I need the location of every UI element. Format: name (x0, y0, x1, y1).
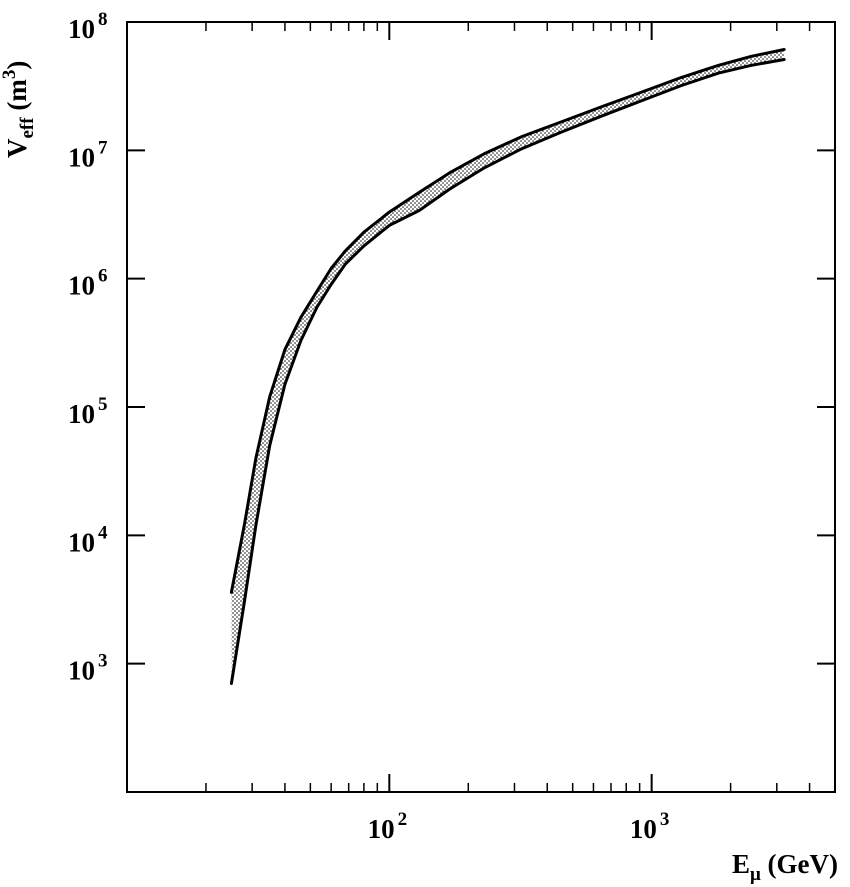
x-tick-label: 10 3 (630, 809, 670, 844)
x-tick-label: 10 2 (368, 809, 408, 844)
y-tick-label: 10 3 (68, 651, 108, 686)
y-tick-label: 10 8 (68, 9, 108, 44)
upper-bound-curve (229, 48, 786, 594)
lower-bound-curve (229, 58, 786, 685)
major-ticks (127, 21, 835, 792)
minor-ticks (205, 22, 811, 792)
y-tick-label: 10 6 (68, 266, 108, 301)
y-axis-label: Veff (m3) (0, 61, 38, 158)
y-tick-label: 10 7 (68, 137, 108, 172)
x-tick-labels: 10 2 10 3 (368, 809, 670, 844)
y-tick-label: 10 4 (68, 522, 108, 557)
y-tick-label: 10 5 (68, 394, 108, 429)
x-axis-label: Eμ (GeV) (732, 849, 838, 885)
